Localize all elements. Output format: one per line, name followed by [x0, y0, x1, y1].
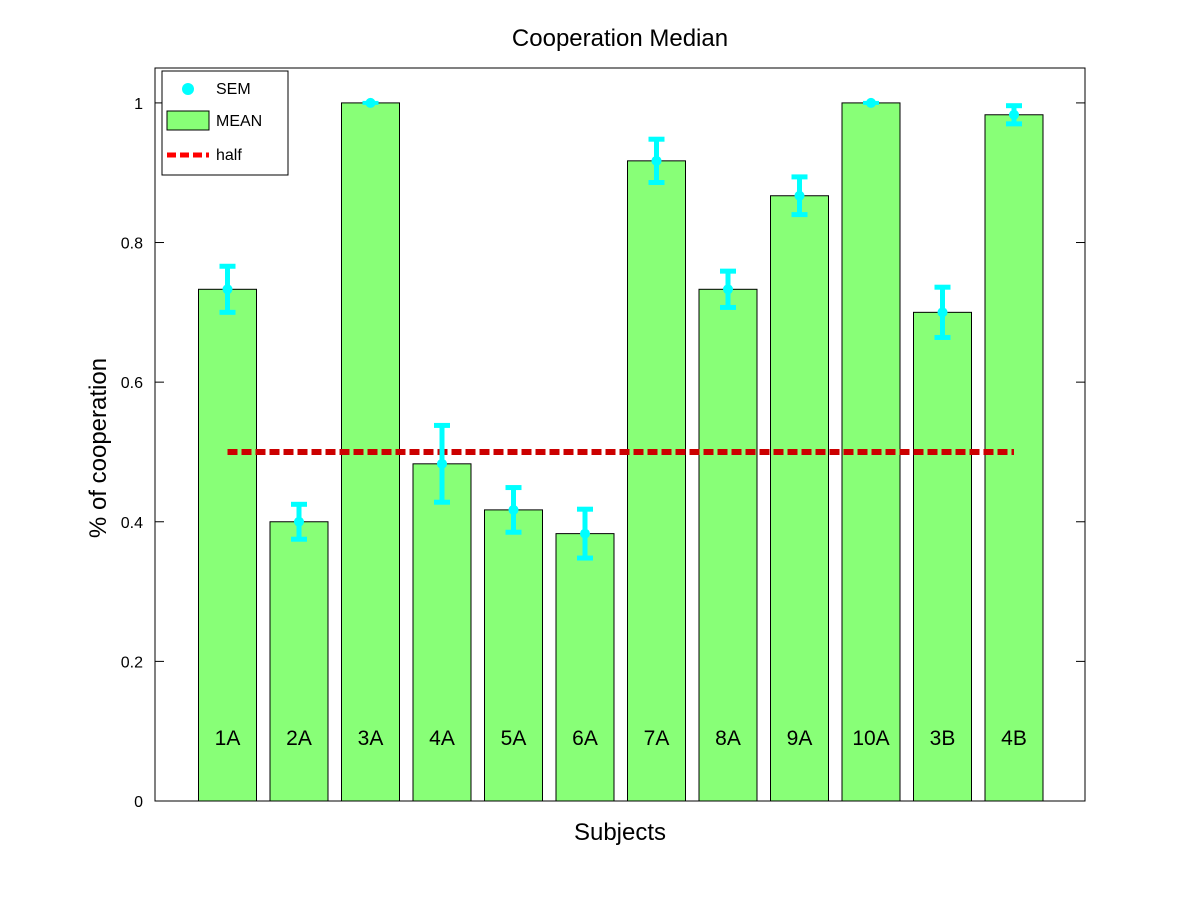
- category-label: 9A: [787, 727, 813, 750]
- sem-point: [294, 516, 304, 527]
- legend: SEM MEAN half: [161, 70, 289, 176]
- category-label: 3A: [358, 727, 384, 750]
- sem-error-bar: [648, 136, 665, 185]
- y-tick-label: 0: [134, 794, 143, 811]
- bar: [627, 160, 686, 802]
- sem-point: [222, 284, 233, 295]
- category-label: 8A: [715, 727, 741, 750]
- sem-error-bar: [863, 97, 879, 108]
- plot-frame: [154, 67, 1086, 802]
- sem-point: [508, 504, 519, 515]
- legend-label: SEM: [216, 81, 251, 98]
- sem-point: [1009, 109, 1019, 120]
- sem-error-bar: [577, 506, 593, 561]
- bar: [198, 288, 257, 802]
- sem-error-bar: [720, 268, 736, 310]
- category-label: 4B: [1001, 727, 1027, 750]
- sem-error-bar: [1006, 103, 1022, 127]
- y-tick-label: 0.8: [121, 236, 143, 253]
- bar: [984, 114, 1044, 802]
- bar: [555, 533, 615, 802]
- category-label: 5A: [501, 727, 527, 750]
- bar: [269, 521, 329, 802]
- category-label: 2A: [286, 727, 312, 750]
- legend-mean-swatch: [166, 110, 210, 131]
- sem-point: [437, 458, 447, 469]
- legend-sem-marker: [182, 83, 194, 95]
- y-axis-title: % of cooperation: [85, 358, 112, 538]
- category-label: 4A: [429, 727, 455, 750]
- sem-error-bar: [434, 422, 450, 505]
- sem-point: [580, 528, 590, 539]
- sem-point: [365, 97, 376, 108]
- y-tick-label: 1: [134, 96, 143, 113]
- category-label: 6A: [572, 727, 598, 750]
- legend-label: half: [216, 147, 242, 164]
- category-label: 3B: [930, 727, 956, 750]
- sem-point: [866, 97, 876, 108]
- bar: [484, 509, 543, 802]
- sem-error-bar: [291, 501, 307, 542]
- sem-point: [794, 190, 805, 201]
- y-tick-label: 0.4: [121, 515, 143, 532]
- chart-title: Cooperation Median: [512, 25, 728, 52]
- sem-error-bar: [362, 97, 379, 108]
- y-tick-label: 0.6: [121, 375, 143, 392]
- bar: [770, 195, 829, 802]
- x-axis-title: Subjects: [574, 819, 666, 846]
- sem-point: [937, 307, 948, 318]
- sem-error-bar: [505, 485, 522, 535]
- category-label: 7A: [644, 727, 670, 750]
- bar: [698, 288, 758, 802]
- sem-error-bar: [791, 174, 808, 218]
- category-label: 1A: [215, 727, 241, 750]
- y-tick-label: 0.2: [121, 654, 143, 671]
- bar: [412, 463, 472, 802]
- sem-point: [723, 284, 733, 295]
- sem-point: [651, 155, 662, 166]
- legend-label: MEAN: [216, 113, 262, 130]
- sem-error-bar: [219, 263, 236, 315]
- sem-error-bar: [934, 284, 951, 340]
- category-label: 10A: [852, 727, 889, 750]
- plot-area: 1A 2A 3A 4A 5A 6A 7A 8A 9A 10A 3B 4B 0 0.2 0.4 0.6 0.8 1: [121, 67, 1086, 811]
